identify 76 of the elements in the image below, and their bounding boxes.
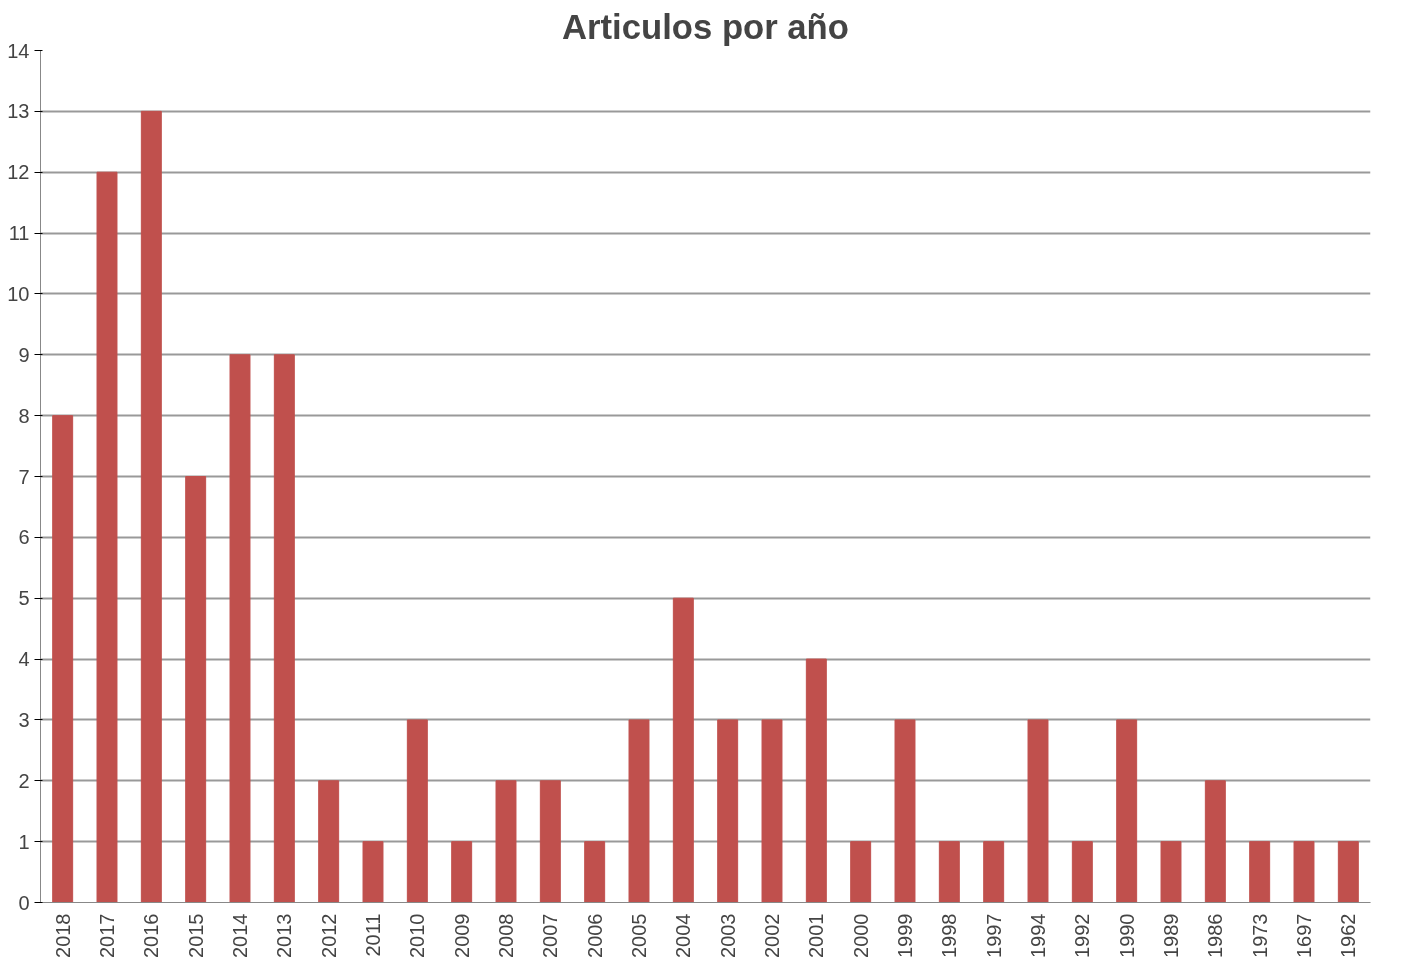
- bar: [185, 476, 207, 903]
- bar: [140, 110, 162, 903]
- bar: [1160, 841, 1182, 903]
- bar: [539, 780, 561, 903]
- x-tick-label: 2005: [628, 913, 650, 958]
- x-tick-label: 1997: [982, 913, 1005, 958]
- bar: [584, 841, 606, 903]
- x-tick-label: 2018: [51, 913, 74, 958]
- x-tick-label: 2013: [273, 913, 296, 958]
- x-tick-label: 2009: [450, 913, 473, 958]
- y-tick-label: 14: [7, 39, 30, 62]
- bar: [1337, 841, 1359, 903]
- x-tick-label: 1999: [894, 913, 916, 958]
- bar: [1249, 841, 1271, 903]
- bar: [451, 841, 473, 903]
- y-tick-label: 7: [18, 465, 30, 488]
- bar: [229, 354, 251, 903]
- bar: [318, 780, 340, 903]
- x-tick-label: 2012: [317, 913, 340, 958]
- bar: [894, 719, 916, 903]
- x-tick-label: 2003: [716, 913, 739, 958]
- y-tick-label: 4: [18, 648, 30, 671]
- x-tick-label: 2008: [495, 913, 517, 958]
- x-tick-label: 2006: [583, 913, 606, 958]
- bar: [1204, 780, 1226, 903]
- x-tick-label: 1998: [938, 913, 961, 958]
- bar: [1293, 841, 1315, 903]
- y-tick-label: 2: [18, 769, 30, 792]
- bar: [406, 719, 428, 903]
- x-tick-label: 2002: [761, 913, 783, 958]
- y-tick-label: 8: [18, 404, 30, 427]
- bar: [273, 354, 295, 903]
- y-tick-label: 13: [7, 100, 30, 123]
- x-tick-label: 2015: [184, 913, 207, 958]
- chart-title: Articulos por año: [562, 7, 849, 46]
- bar: [983, 841, 1005, 903]
- bar: [96, 171, 118, 903]
- x-tick-label: 2010: [406, 913, 429, 958]
- bar: [938, 841, 960, 903]
- bar: [362, 841, 384, 903]
- x-tick-label: 1990: [1115, 913, 1138, 958]
- x-tick-label: 1989: [1160, 913, 1182, 958]
- y-tick-label: 3: [18, 708, 30, 731]
- x-tick-label: 2017: [96, 913, 118, 958]
- x-tick-label: 1973: [1248, 913, 1271, 958]
- bar: [850, 841, 872, 903]
- x-tick-label: 2014: [229, 913, 251, 958]
- x-tick-label: 1962: [1337, 913, 1360, 958]
- y-tick-label: 1: [18, 830, 30, 853]
- y-tick-label: 6: [18, 526, 30, 549]
- x-tick-label: 1697: [1293, 913, 1315, 958]
- x-tick-label: 1994: [1027, 913, 1049, 958]
- x-tick-label: 1992: [1071, 913, 1094, 958]
- y-tick-label: 9: [18, 343, 30, 366]
- bar: [805, 658, 827, 903]
- bar: [1027, 719, 1049, 903]
- x-tick-label: 2004: [672, 913, 695, 958]
- bar: [761, 719, 783, 903]
- y-tick-label: 10: [7, 282, 30, 305]
- x-tick-label: 2000: [849, 913, 872, 958]
- y-tick-label: 0: [18, 891, 30, 914]
- bar: [52, 415, 74, 903]
- bar: [628, 719, 650, 903]
- y-tick-label: 5: [18, 587, 30, 610]
- bar: [1071, 841, 1093, 903]
- bar: [1116, 719, 1138, 903]
- y-tick-label: 12: [7, 161, 30, 184]
- x-tick-label: 2007: [539, 913, 562, 958]
- bar: [672, 597, 694, 903]
- y-tick-label: 11: [8, 222, 30, 245]
- x-tick-label: 2001: [805, 913, 828, 958]
- bar: [717, 719, 739, 903]
- bar: [495, 780, 517, 903]
- x-tick-label: 2011: [362, 913, 384, 957]
- x-tick-label: 2016: [140, 913, 163, 958]
- x-tick-label: 1986: [1204, 913, 1227, 958]
